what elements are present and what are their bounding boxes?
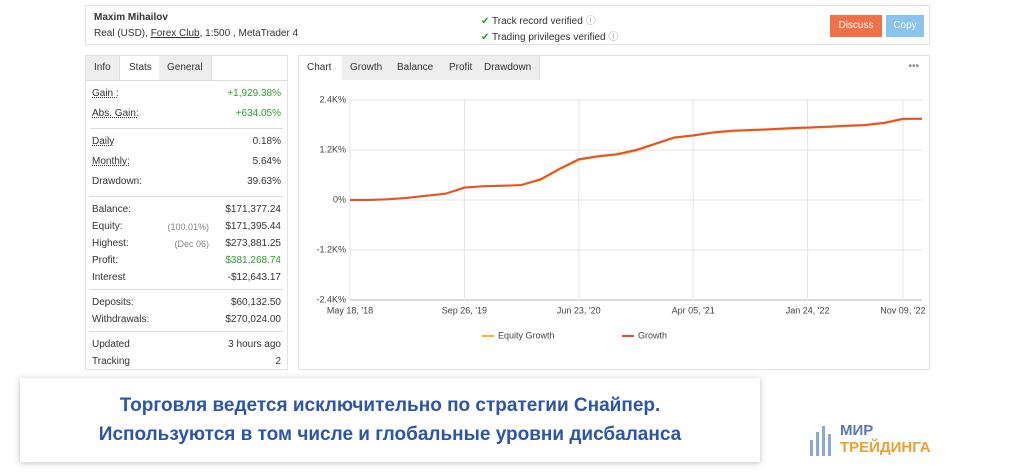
stat-value: 3 hours ago (228, 339, 281, 350)
stat-row: Abs. Gain: +634.05% (92, 106, 281, 122)
stat-label: Withdrawals: (92, 314, 150, 325)
stat-row: Gain : +1,929.38% (92, 86, 281, 102)
stat-note: (Dec 06) (174, 239, 209, 249)
trader-name: Maxim Mihailov (94, 12, 168, 23)
stat-value: -$12,643.17 (227, 272, 281, 283)
stat-label: Equity: (92, 221, 123, 232)
discuss-button[interactable]: Discuss (830, 15, 882, 37)
stat-row: Equity: (100.01%) $171,395.44 (92, 219, 281, 235)
logo-svg (810, 426, 831, 456)
verified-text: Track record verified (492, 16, 583, 27)
stats-tab[interactable]: Info (86, 56, 120, 80)
banner-line: Торговля ведется исключительно по страте… (119, 395, 661, 416)
stat-value: $171,395.44 (225, 221, 281, 232)
logo: МИР ТРЕЙДИНГА (840, 422, 931, 456)
separator (90, 128, 283, 129)
stat-label: Tracking (92, 356, 130, 367)
stat-row: Tracking 2 (92, 354, 281, 370)
stat-row: Daily 0.18% (92, 134, 281, 150)
logo-line: МИР (840, 422, 874, 439)
stat-label: Profit: (92, 255, 119, 266)
logo-line: ТРЕЙДИНГА (840, 439, 931, 456)
header: Maxim Mihailov Real (USD), Forex Club, 1… (85, 5, 930, 45)
stat-label: Interest (92, 272, 126, 283)
stat-value: +1,929.38% (227, 88, 281, 99)
menu[interactable]: ••• (908, 61, 919, 72)
verified-1: ✔ Track record verified ⓘ (481, 16, 596, 27)
stats-tab[interactable]: General (159, 56, 212, 80)
separator (90, 331, 283, 332)
stat-value: $273,881.25 (225, 238, 281, 249)
stat-value: $270,024.00 (225, 314, 281, 325)
stat-value: 5.64% (252, 156, 281, 167)
tab-underline (86, 80, 287, 81)
banner: Торговля ведется исключительно по страте… (20, 378, 760, 462)
stat-row: Monthly: 5.64% (92, 154, 281, 170)
stat-label: Drawdown: (92, 176, 143, 187)
broker-link[interactable]: Forex Club (150, 28, 200, 39)
account-info: Real (USD), Forex Club, 1:500 , MetaTrad… (94, 28, 298, 39)
stat-value: $60,132.50 (230, 297, 281, 308)
logo-icon (808, 420, 836, 460)
stat-label: Gain : (92, 88, 119, 99)
stat-row: Profit: $381,268.74 (92, 253, 281, 269)
chart-tab[interactable]: Growth (342, 56, 392, 80)
stat-note: (100.01%) (167, 222, 209, 232)
separator (90, 289, 283, 290)
stat-value: $381,268.74 (225, 255, 281, 266)
stat-value: 0.18% (252, 136, 281, 147)
details: , 1:500 , MetaTrader 4 (199, 28, 299, 39)
stat-value: $171,377.24 (225, 204, 281, 215)
stat-label: Deposits: (92, 297, 134, 308)
stat-value: 39.63% (247, 176, 281, 187)
stat-label: Daily (92, 136, 115, 147)
stat-row: Updated 3 hours ago (92, 337, 281, 353)
stat-row: Withdrawals: $270,024.00 (92, 312, 281, 328)
stat-label: Updated (92, 339, 130, 350)
stat-label: Monthly: (92, 156, 130, 167)
account: Real (USD), (94, 28, 148, 39)
chart-tab[interactable]: Chart (299, 56, 340, 80)
stat-row: Drawdown: 39.63% (92, 174, 281, 190)
stat-label: Balance: (92, 204, 131, 215)
verified-text: Trading privileges verified (492, 32, 606, 43)
stat-row: Deposits: $60,132.50 (92, 295, 281, 311)
separator (90, 196, 283, 197)
stat-label: Abs. Gain: (92, 108, 139, 119)
stat-row: Balance: $171,377.24 (92, 202, 281, 218)
stat-row: Highest: (Dec 06) $273,881.25 (92, 236, 281, 252)
stats-panel: Info Stats General Gain : +1,929.38% Abs. Gai… (85, 55, 288, 370)
stat-value: +634.05% (235, 108, 281, 119)
chart-panel: ••• Chart Growth Balance Profit Drawdown (298, 55, 930, 370)
stat-value: 2 (275, 356, 281, 367)
banner-line: Используются в том числе и глобальные ур… (98, 424, 682, 445)
stat-row: Interest -$12,643.17 (92, 270, 281, 286)
chart-tab[interactable]: Balance (389, 56, 443, 80)
stats-tab[interactable]: Stats (121, 56, 160, 80)
verified-2: ✔ Trading privileges verified ⓘ (481, 32, 619, 43)
stat-label: Highest: (92, 238, 129, 249)
copy-button[interactable]: Copy (886, 15, 924, 37)
chart-tab[interactable]: Drawdown (476, 56, 541, 80)
